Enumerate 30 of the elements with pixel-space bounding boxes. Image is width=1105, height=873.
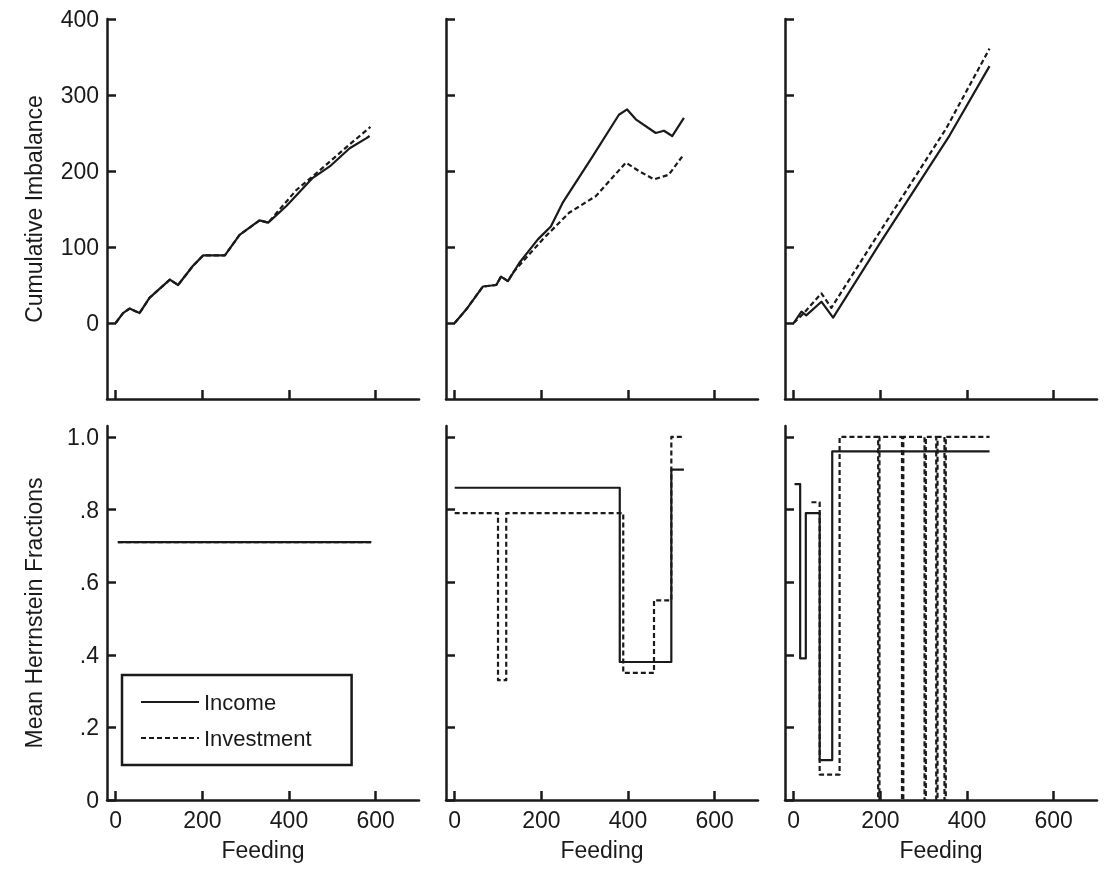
x-tick-label: 0 <box>448 806 462 833</box>
x-axis-title: Feeding <box>221 836 305 863</box>
y-tick-label: 300 <box>60 82 99 108</box>
legend-label: Income <box>204 689 277 715</box>
x-tick-label: 400 <box>608 806 648 833</box>
x-tick-label: 400 <box>947 806 987 833</box>
x-tick-label: 600 <box>356 806 395 833</box>
y-tick-label: .2 <box>79 714 99 741</box>
x-tick-label: 200 <box>861 806 900 833</box>
x-axis-title: Feeding <box>899 836 983 863</box>
x-axis-title: Feeding <box>560 836 644 863</box>
y-axis-title: Cumulative Imbalance <box>20 95 47 323</box>
x-tick-label: 200 <box>183 806 222 833</box>
y-tick-label: .6 <box>79 569 99 596</box>
y-tick-label: 1.0 <box>67 423 99 450</box>
y-axis-title: Mean Herrnstein Fractions <box>20 477 47 749</box>
x-tick-label: 600 <box>695 806 734 833</box>
y-tick-label: 0 <box>86 310 99 336</box>
y-tick-label: .4 <box>79 641 100 668</box>
y-tick-label: 100 <box>60 234 99 260</box>
y-tick-label: 200 <box>60 158 99 184</box>
x-tick-label: 200 <box>522 806 561 833</box>
y-tick-label: 0 <box>86 787 99 813</box>
x-tick-label: 0 <box>109 806 123 833</box>
y-tick-label: .8 <box>79 496 99 523</box>
x-tick-label: 600 <box>1034 806 1073 833</box>
x-tick-label: 400 <box>269 806 309 833</box>
y-tick-label: 400 <box>60 6 99 32</box>
x-tick-label: 0 <box>787 806 801 833</box>
legend-label: Investment <box>204 725 312 751</box>
